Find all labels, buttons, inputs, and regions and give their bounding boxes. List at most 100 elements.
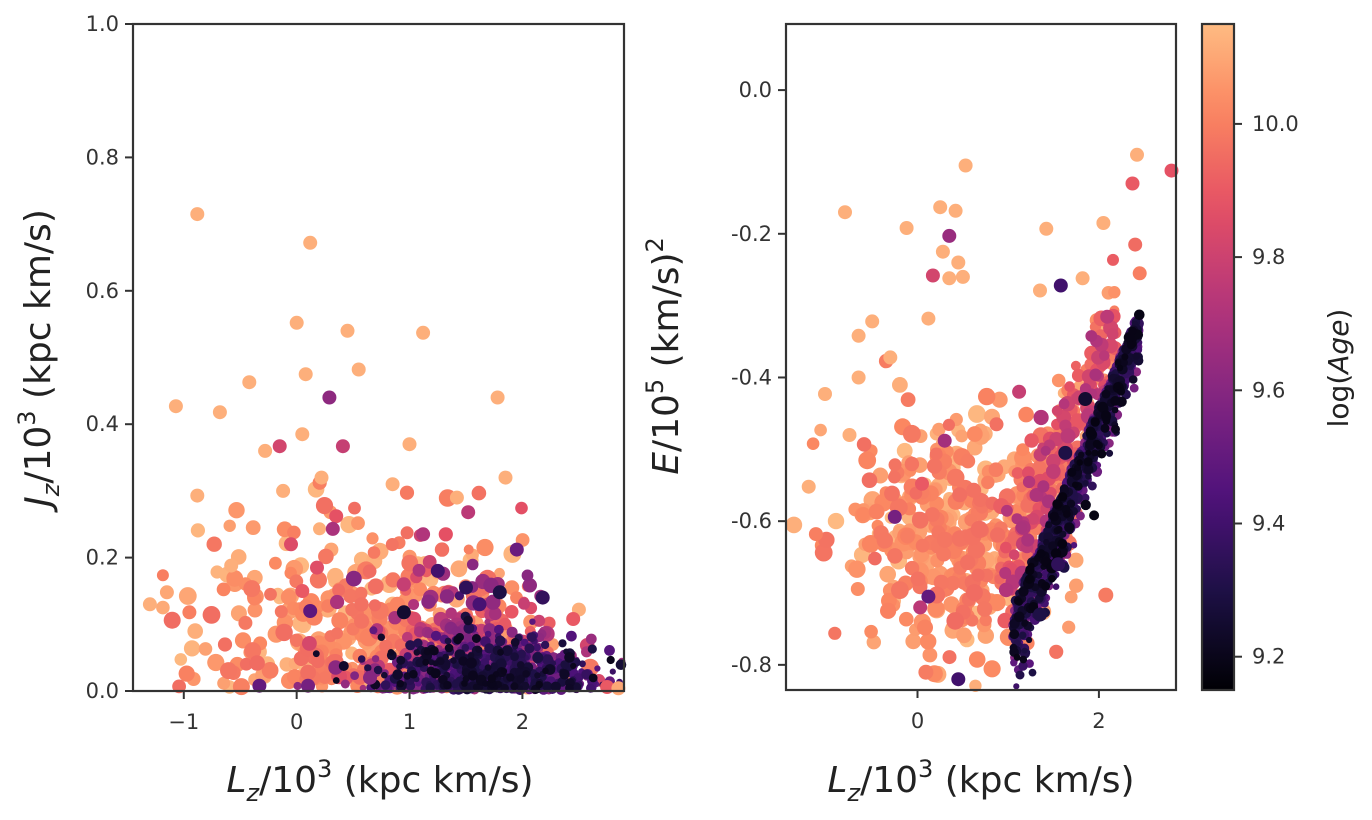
scatter-point <box>223 519 236 532</box>
scatter-point <box>280 589 297 605</box>
scatter-point <box>387 649 395 656</box>
scatter-point <box>399 485 415 500</box>
scatter-point <box>951 255 966 270</box>
scatter-point <box>1114 382 1121 390</box>
scatter-point <box>876 532 893 549</box>
scatter-point <box>566 612 581 626</box>
scatter-point <box>1027 513 1040 525</box>
scatter-point <box>245 520 261 535</box>
scatter-point <box>1130 147 1144 162</box>
scatter-point <box>345 570 362 587</box>
scatter-point <box>1052 499 1063 509</box>
scatter-point <box>249 655 265 671</box>
scatter-point <box>989 417 1004 432</box>
scatter-point <box>1050 548 1062 559</box>
scatter-point <box>449 490 464 505</box>
scatter-point <box>415 658 424 668</box>
scatter-point <box>1058 445 1073 460</box>
scatter-point <box>1078 392 1093 406</box>
scatter-point <box>1090 417 1100 427</box>
scatter-point <box>318 671 332 684</box>
scatter-point <box>330 594 345 610</box>
scatter-point <box>284 537 298 552</box>
scatter-point <box>1128 237 1143 252</box>
scatter-point <box>1060 428 1076 444</box>
scatter-point <box>540 640 550 650</box>
scatter-point <box>396 577 411 592</box>
scatter-point <box>1116 387 1126 396</box>
right-y-ticks: 0.0 -0.2 -0.4 -0.6 -0.8 <box>731 78 786 677</box>
scatter-point <box>888 470 901 484</box>
scatter-point <box>988 462 1004 478</box>
scatter-point <box>471 485 487 501</box>
scatter-point <box>1049 644 1064 659</box>
scatter-point <box>289 315 304 330</box>
scatter-point <box>1033 409 1049 426</box>
scatter-point <box>1091 449 1099 457</box>
scatter-point <box>1116 364 1124 372</box>
scatter-point <box>990 527 1006 543</box>
scatter-point <box>1067 467 1077 477</box>
scatter-point <box>468 670 478 681</box>
scatter-point <box>911 511 929 529</box>
scatter-point <box>933 200 948 215</box>
scatter-point <box>490 662 498 670</box>
scatter-point <box>1018 586 1029 597</box>
scatter-point <box>322 390 337 405</box>
scatter-point <box>351 516 365 530</box>
scatter-point <box>467 652 475 659</box>
scatter-point <box>1010 659 1018 667</box>
scatter-point <box>1129 383 1139 393</box>
scatter-point <box>927 599 945 618</box>
scatter-point <box>1057 538 1068 549</box>
scatter-point <box>915 538 930 553</box>
scatter-point <box>217 637 233 652</box>
scatter-point <box>1012 384 1027 399</box>
scatter-point <box>190 207 205 222</box>
left-x-ticks: −1 0 1 2 <box>168 691 529 734</box>
scatter-point <box>497 648 504 656</box>
scatter-point <box>937 433 952 448</box>
scatter-point <box>1053 278 1068 293</box>
scatter-point <box>1015 598 1023 606</box>
y-tick-label: 0.2 <box>86 546 119 570</box>
scatter-point <box>587 644 597 654</box>
scatter-point <box>1022 466 1035 480</box>
scatter-point <box>900 392 916 407</box>
scatter-point <box>301 678 315 693</box>
scatter-point <box>472 683 480 691</box>
scatter-point <box>945 575 961 591</box>
scatter-point <box>965 584 983 602</box>
scatter-point <box>522 670 530 678</box>
scatter-point <box>926 458 943 474</box>
scatter-point <box>1114 359 1122 366</box>
scatter-point <box>178 587 197 605</box>
scatter-point <box>851 328 866 343</box>
scatter-point <box>925 268 940 283</box>
scatter-point <box>1070 360 1081 371</box>
scatter-point <box>450 657 457 664</box>
scatter-point <box>422 658 430 666</box>
scatter-point <box>1052 583 1060 590</box>
scatter-point <box>979 614 992 627</box>
y-tick-label: -0.4 <box>731 365 772 389</box>
scatter-point <box>434 542 450 557</box>
scatter-point <box>461 680 468 687</box>
scatter-point <box>501 645 513 656</box>
scatter-point <box>371 655 380 663</box>
scatter-point <box>1128 375 1138 384</box>
scatter-point <box>1000 541 1012 554</box>
scatter-point <box>888 458 902 472</box>
scatter-point <box>920 633 937 650</box>
scatter-point <box>302 636 317 651</box>
scatter-point <box>415 680 422 687</box>
scatter-point <box>293 681 302 691</box>
scatter-point <box>232 678 250 696</box>
scatter-point <box>910 571 926 587</box>
scatter-point <box>1043 539 1050 546</box>
scatter-point <box>851 370 866 385</box>
y-tick-label: 1.0 <box>86 12 119 36</box>
scatter-point <box>814 423 827 437</box>
